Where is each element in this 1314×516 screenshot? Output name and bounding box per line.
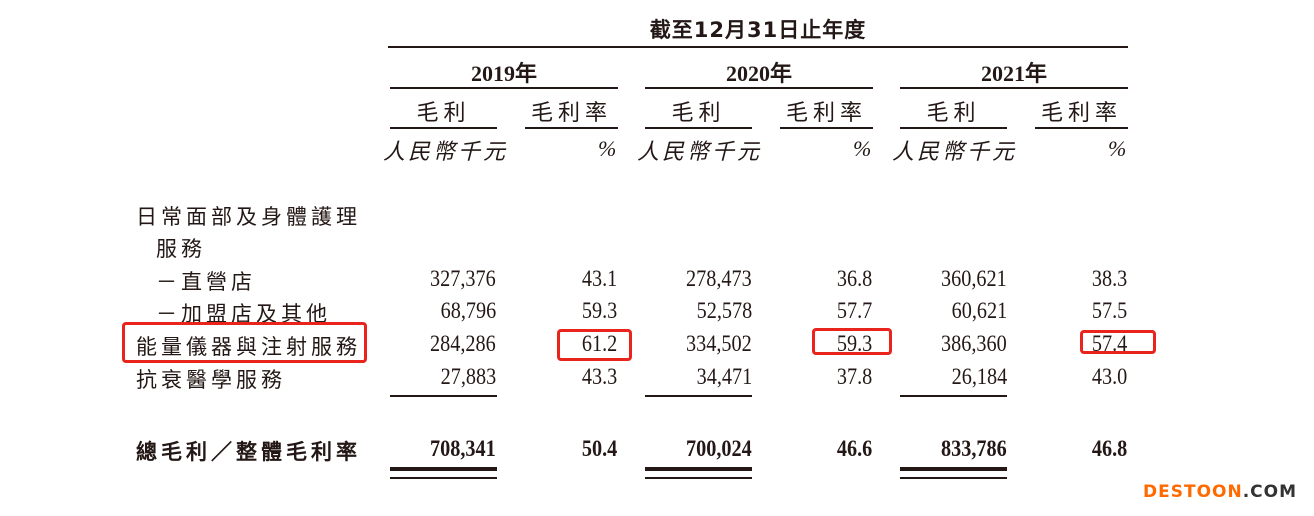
- unit-rmb-thousand-2019: 人民幣千元: [383, 140, 509, 165]
- cell: 59.3: [836, 331, 872, 356]
- total-double-rule-thick: [645, 467, 752, 471]
- cell: 34,471: [696, 364, 752, 389]
- col-header-gross-margin-2021: 毛利率: [1040, 101, 1122, 126]
- col-header-gross-margin-2019: 毛利率: [530, 101, 612, 126]
- total-cell: 50.4: [581, 436, 617, 461]
- subtotal-rule: [900, 395, 1007, 397]
- cell: 60,621: [951, 298, 1007, 323]
- cell: 284,286: [430, 331, 496, 356]
- watermark-logo: DESTOON.COM: [1143, 482, 1297, 502]
- year-rule-2021: [900, 87, 1128, 89]
- row-label-energy-devices: 能量儀器與注射服務: [136, 335, 361, 359]
- cell: 57.5: [1091, 298, 1127, 323]
- total-double-rule-thin: [645, 477, 752, 479]
- row-label-anti-aging: 抗衰醫學服務: [136, 368, 286, 392]
- cell: 43.3: [581, 364, 617, 389]
- cell: 360,621: [941, 266, 1007, 291]
- cell: 57.7: [836, 298, 872, 323]
- total-double-rule-thick: [900, 467, 1007, 471]
- unit-rmb-thousand-2021: 人民幣千元: [892, 140, 1018, 165]
- row-label-total: 總毛利／整體毛利率: [136, 440, 361, 464]
- cell: 386,360: [941, 331, 1007, 356]
- total-cell: 833,786: [941, 436, 1007, 461]
- unit-percent-2020: %: [853, 136, 875, 161]
- subtotal-rule: [390, 395, 497, 397]
- cell: 68,796: [440, 298, 496, 323]
- cell: 61.2: [581, 331, 617, 356]
- cell: 334,502: [686, 331, 752, 356]
- highlight-box-margin-2019: [557, 329, 632, 361]
- year-header-2019: 2019年: [470, 61, 537, 86]
- col-rule: [390, 127, 497, 129]
- cell: 327,376: [430, 266, 496, 291]
- highlight-box-margin-2021: [1080, 330, 1156, 354]
- row-label-daily-care-cont: 服務: [156, 237, 206, 261]
- cell: 27,883: [440, 364, 496, 389]
- highlight-box-margin-2020: [812, 328, 892, 355]
- subtotal-rule: [645, 395, 752, 397]
- total-cell: 708,341: [430, 436, 496, 461]
- col-rule: [525, 127, 618, 129]
- unit-percent-2019: %: [598, 136, 620, 161]
- cell: 278,473: [686, 266, 752, 291]
- total-double-rule-thick: [390, 467, 497, 471]
- table-caption: 截至12月31日止年度: [649, 18, 867, 42]
- watermark-brand: DESTOON: [1143, 482, 1243, 502]
- total-cell: 46.6: [836, 436, 872, 461]
- cell: 26,184: [951, 364, 1007, 389]
- unit-percent-2021: %: [1108, 136, 1130, 161]
- col-rule: [645, 127, 752, 129]
- year-rule-2020: [645, 87, 873, 89]
- col-rule: [1035, 127, 1128, 129]
- cell: 37.8: [836, 364, 872, 389]
- caption-rule: [388, 46, 1128, 48]
- total-double-rule-thin: [390, 477, 497, 479]
- highlight-box-energy-devices-label: [122, 322, 367, 363]
- year-header-2020: 2020年: [725, 61, 792, 86]
- cell: 59.3: [581, 298, 617, 323]
- col-header-gross-profit-2019: 毛利: [416, 101, 471, 126]
- total-cell: 46.8: [1091, 436, 1127, 461]
- col-header-gross-profit-2021: 毛利: [926, 101, 981, 126]
- year-rule-2019: [390, 87, 618, 89]
- year-header-2021: 2021年: [980, 61, 1047, 86]
- watermark-suffix: .COM: [1242, 482, 1298, 502]
- col-rule: [900, 127, 1007, 129]
- col-rule: [780, 127, 873, 129]
- unit-rmb-thousand-2020: 人民幣千元: [637, 140, 763, 165]
- row-label-daily-care: 日常面部及身體護理: [136, 205, 361, 229]
- cell: 36.8: [836, 266, 872, 291]
- cell: 38.3: [1091, 266, 1127, 291]
- total-double-rule-thin: [900, 477, 1007, 479]
- cell: 43.1: [581, 266, 617, 291]
- col-header-gross-margin-2020: 毛利率: [785, 101, 867, 126]
- cell: 43.0: [1091, 364, 1127, 389]
- col-header-gross-profit-2020: 毛利: [671, 101, 726, 126]
- total-cell: 700,024: [686, 436, 752, 461]
- row-label-direct-stores: －直營店: [156, 270, 256, 294]
- cell: 52,578: [696, 298, 752, 323]
